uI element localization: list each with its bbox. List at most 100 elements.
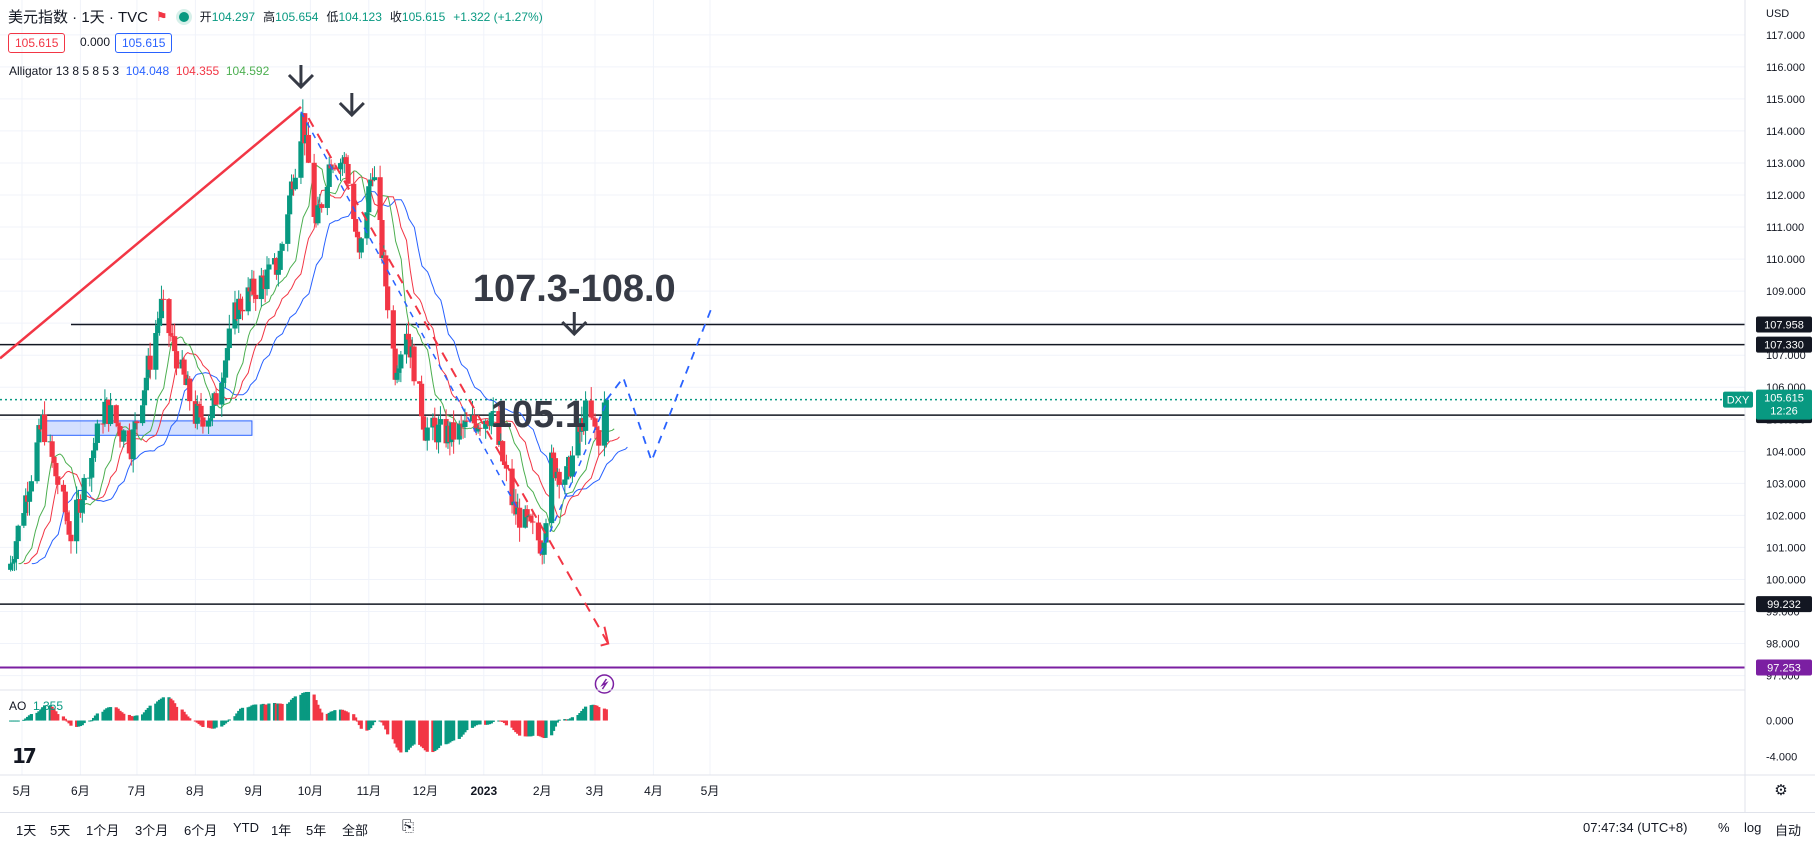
ao-bar bbox=[382, 720, 386, 726]
range-1d[interactable]: 1天 bbox=[16, 823, 37, 838]
ao-bar bbox=[489, 720, 493, 724]
x-tick-label: 5月 bbox=[13, 784, 32, 798]
y-tick-label: 113.000 bbox=[1766, 158, 1805, 170]
candle-body bbox=[8, 563, 14, 570]
candle-body bbox=[213, 393, 219, 405]
range-6m[interactable]: 6个月 bbox=[184, 823, 218, 838]
candle-body bbox=[522, 509, 528, 528]
candle-body bbox=[462, 420, 468, 428]
ao-bar bbox=[551, 720, 556, 731]
range-1m[interactable]: 1个月 bbox=[86, 823, 120, 838]
auto-toggle[interactable]: 自动 bbox=[1775, 823, 1802, 838]
candle-body bbox=[34, 442, 40, 482]
ao-bar bbox=[54, 711, 58, 721]
candle-body bbox=[575, 426, 581, 456]
candle-body bbox=[292, 177, 298, 190]
candle-body bbox=[117, 426, 123, 437]
candle-body bbox=[564, 466, 570, 480]
ao-bar bbox=[318, 708, 322, 721]
spread-value: 0.000 bbox=[80, 35, 111, 49]
ao-bar bbox=[316, 704, 320, 721]
candle-body bbox=[343, 157, 349, 164]
date-range-icon[interactable]: ⎘ bbox=[402, 818, 415, 835]
candle-body bbox=[279, 243, 285, 251]
ao-bar bbox=[12, 720, 17, 722]
candle-body bbox=[143, 377, 149, 391]
candle-body bbox=[187, 378, 193, 402]
alligator-legend[interactable]: Alligator 13 8 5 8 5 3 104.048 104.355 1… bbox=[9, 64, 269, 78]
ao-bar bbox=[465, 720, 469, 731]
ao-bar bbox=[193, 720, 197, 722]
ao-bar bbox=[354, 717, 358, 721]
percent-toggle[interactable]: % bbox=[1718, 820, 1730, 835]
range-3m[interactable]: 3个月 bbox=[135, 823, 169, 838]
ao-bar bbox=[384, 720, 388, 730]
flag-icon[interactable]: ⚑ bbox=[156, 8, 168, 24]
candle-body bbox=[62, 491, 68, 513]
candle-body bbox=[194, 403, 200, 424]
ao-bar bbox=[293, 696, 297, 721]
ao-bar bbox=[459, 720, 463, 737]
ao-bar bbox=[542, 720, 546, 739]
ao-bar bbox=[248, 706, 252, 721]
candle-body bbox=[366, 186, 372, 213]
ao-bar bbox=[144, 709, 148, 721]
candle-body bbox=[200, 417, 206, 427]
ao-bar bbox=[237, 710, 241, 721]
ao-bar bbox=[167, 697, 171, 721]
candle-body bbox=[305, 134, 312, 163]
candle-body bbox=[273, 258, 280, 275]
ao-bar bbox=[470, 720, 475, 728]
range-ytd[interactable]: YTD bbox=[233, 820, 259, 835]
annotation-target: 107.3-108.0 bbox=[473, 268, 676, 310]
ao-bar bbox=[222, 720, 226, 726]
range-5d[interactable]: 5天 bbox=[50, 823, 71, 838]
y-tick-label: 98.000 bbox=[1766, 639, 1800, 651]
candle-body bbox=[432, 417, 438, 427]
close-value: 105.615 bbox=[401, 10, 446, 24]
ao-bar bbox=[146, 707, 150, 721]
candle-body bbox=[87, 477, 93, 479]
candle-body bbox=[11, 559, 18, 563]
ask-box[interactable]: 105.615 bbox=[115, 33, 173, 53]
alligator-teeth: 104.355 bbox=[175, 64, 220, 78]
symbol-title[interactable]: 美元指数 · 1天 · TVC bbox=[8, 9, 149, 26]
clock[interactable]: 07:47:34 (UTC+8) bbox=[1583, 820, 1688, 835]
candle-body bbox=[390, 310, 396, 349]
ao-bar bbox=[280, 703, 284, 721]
trend-line-red-down bbox=[307, 117, 610, 645]
ao-bar bbox=[516, 720, 520, 734]
candle-body bbox=[562, 479, 568, 485]
ao-bar bbox=[93, 715, 98, 721]
ao-bar bbox=[602, 708, 607, 721]
candle-body bbox=[471, 415, 477, 424]
price-chart[interactable]: 107.3-108.0 105.1 AO 1.355 117.000 116.000 1… bbox=[0, 0, 1815, 812]
range-all[interactable]: 全部 bbox=[342, 823, 369, 838]
ao-bar bbox=[159, 698, 164, 721]
log-toggle[interactable]: log bbox=[1744, 820, 1762, 835]
candle-body bbox=[181, 359, 187, 375]
level-label-bg bbox=[1756, 336, 1812, 353]
candle-body bbox=[524, 509, 530, 518]
candle-body bbox=[221, 377, 227, 383]
candle-body bbox=[324, 186, 330, 208]
candle-body bbox=[582, 400, 589, 431]
range-1y[interactable]: 1年 bbox=[271, 823, 292, 838]
ao-bar bbox=[397, 720, 401, 751]
candle-body bbox=[287, 195, 293, 215]
candle-body bbox=[219, 382, 225, 405]
ao-bar bbox=[567, 719, 571, 721]
ao-bar bbox=[114, 707, 118, 721]
gear-icon[interactable]: ⚙ bbox=[1774, 782, 1787, 799]
ao-bar bbox=[365, 720, 369, 731]
range-5y[interactable]: 5年 bbox=[306, 823, 327, 838]
ao-bar bbox=[240, 707, 245, 721]
ao-bar bbox=[10, 720, 15, 722]
bid-box[interactable]: 105.615 bbox=[8, 33, 66, 53]
x-tick-label: 9月 bbox=[244, 784, 263, 798]
ao-bar bbox=[331, 711, 335, 721]
ao-bar bbox=[225, 720, 230, 722]
ao-bar bbox=[457, 720, 461, 739]
ao-bar bbox=[478, 720, 482, 725]
ao-bar bbox=[527, 720, 531, 737]
